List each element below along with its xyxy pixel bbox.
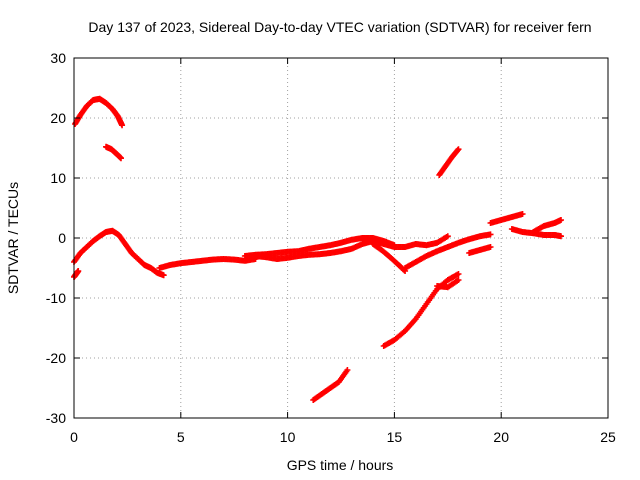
data-point (344, 367, 351, 373)
data-point (454, 147, 461, 154)
series-arc-s (466, 244, 494, 256)
data-point (455, 271, 462, 277)
y-tick-label: 20 (50, 110, 66, 126)
series-arc-j (402, 231, 494, 271)
data-point (558, 217, 565, 223)
series-arc-r (508, 226, 565, 240)
y-axis-label: SDTVAR / TECUs (5, 182, 21, 294)
data-point (487, 231, 494, 238)
y-tick-label: -30 (46, 410, 66, 426)
series-arc-b (103, 143, 124, 162)
x-tick-label: 0 (70, 429, 78, 445)
x-tick-label: 5 (177, 429, 185, 445)
data-point (455, 146, 462, 153)
x-tick-label: 25 (600, 429, 616, 445)
x-tick-label: 20 (493, 429, 509, 445)
series-arc-c (71, 268, 82, 280)
x-tick-label: 15 (387, 429, 403, 445)
data-point (519, 211, 526, 217)
data-point (455, 277, 462, 283)
axis-ticks: 0 5 10 15 20 25 -30 -20 -10 0 10 20 30 (46, 50, 616, 445)
y-tick-label: -10 (46, 290, 66, 306)
y-tick-label: 10 (50, 170, 66, 186)
series-arc-p (487, 211, 526, 226)
data-point (119, 122, 126, 129)
series-arc-d (71, 227, 167, 279)
y-tick-label: -20 (46, 350, 66, 366)
series-arc-m (380, 271, 462, 349)
series-arc-e (156, 256, 259, 271)
data-point (558, 233, 565, 240)
data-point (117, 155, 124, 162)
data-point (75, 268, 82, 274)
data-series (71, 95, 565, 403)
x-tick-label: 10 (280, 429, 296, 445)
chart-title: Day 137 of 2023, Sidereal Day-to-day VTE… (88, 19, 591, 35)
series-arc-k (412, 233, 451, 249)
grid-lines (74, 58, 608, 418)
y-tick-label: 30 (50, 50, 66, 66)
series-arc-a (72, 95, 126, 129)
series-arc-o (436, 146, 462, 178)
data-point (444, 233, 451, 240)
data-point (487, 244, 494, 250)
series-arc-h (359, 235, 419, 250)
x-axis-label: GPS time / hours (287, 457, 394, 473)
data-point (160, 272, 167, 279)
series-arc-n (310, 367, 351, 403)
y-tick-label: 0 (58, 230, 66, 246)
